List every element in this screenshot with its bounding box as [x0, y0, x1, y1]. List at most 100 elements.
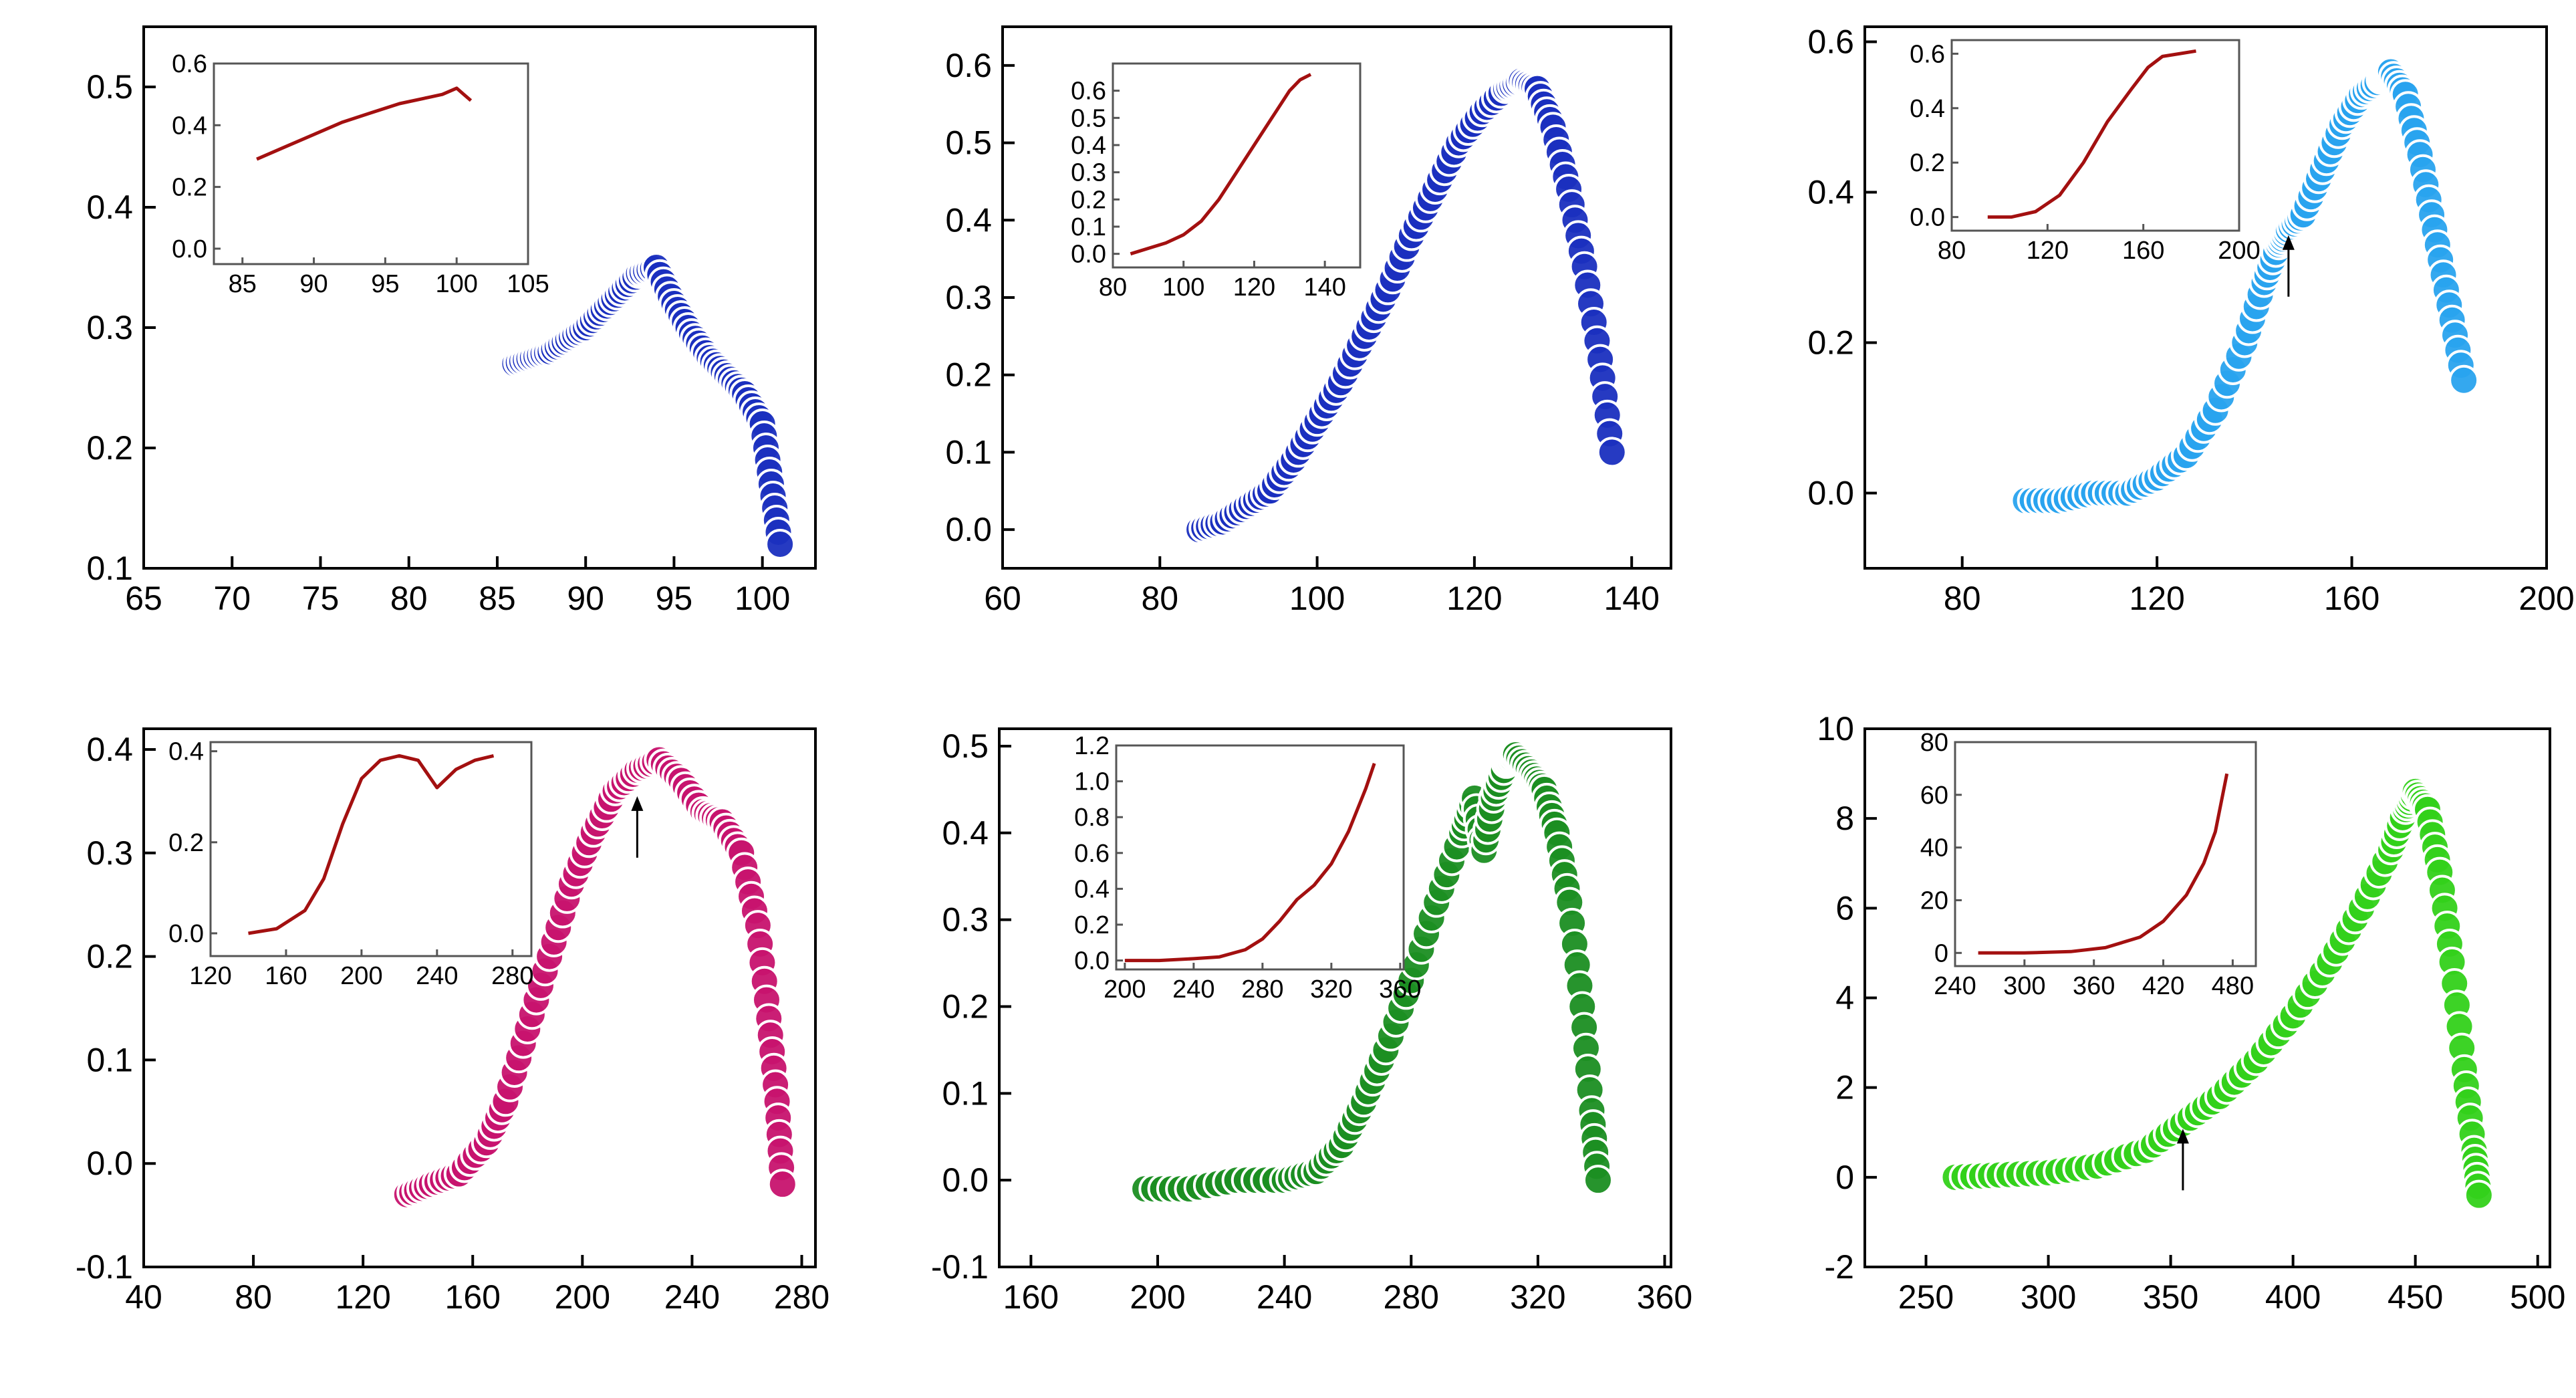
- inset-x-tick-label: 320: [1310, 975, 1352, 1004]
- inset-x-tick-label: 80: [1938, 237, 1966, 265]
- inset-x-tick-label: 240: [1934, 972, 1976, 1000]
- y-tick-label: 0.1: [945, 433, 992, 471]
- data-point: [2463, 1179, 2494, 1211]
- y-tick-label: 0.1: [942, 1074, 989, 1112]
- data-series-markers: [391, 744, 798, 1210]
- y-tick-label: 0.3: [942, 901, 989, 939]
- inset-y-tick-label: 0.0: [172, 235, 207, 263]
- x-tick-label: 200: [1130, 1278, 1185, 1316]
- y-tick-label: 0.4: [942, 814, 989, 852]
- x-tick-label: 80: [235, 1278, 272, 1316]
- inset-chart: 80 120 160 200 0.0 0.2 0.4 0.6: [1910, 39, 2261, 265]
- inset-x-tick-label: 160: [2122, 237, 2164, 265]
- x-tick-label: 320: [1510, 1278, 1565, 1316]
- inset-y-tick-label: 0.1: [1071, 213, 1106, 241]
- inset-x-tick-label: 90: [299, 270, 328, 298]
- inset-x-tick-label: 85: [229, 270, 257, 298]
- y-tick-label: 2: [1835, 1069, 1854, 1106]
- inset-x-tick-label: 300: [2003, 972, 2045, 1000]
- data-point: [767, 1169, 798, 1200]
- inset-y-tick-label: 0.2: [1910, 149, 1945, 177]
- data-point: [2448, 364, 2480, 396]
- y-tick-label: 0.2: [86, 429, 133, 467]
- inset-y-tick-label: 0: [1934, 939, 1948, 967]
- inset-y-tick-label: 0.8: [1074, 804, 1110, 832]
- inset-y-tick-label: 0.2: [172, 174, 207, 202]
- inset-frame: [1112, 62, 1362, 269]
- y-tick-label: 0.2: [1807, 324, 1854, 362]
- y-tick-label: 0.0: [1807, 475, 1854, 512]
- inset-x-tick-label: 200: [2218, 237, 2260, 265]
- y-tick-label: 0.2: [86, 938, 133, 975]
- y-tick-label: 0: [1835, 1159, 1854, 1196]
- inset-data-line: [1987, 49, 2196, 219]
- x-tick-label: 100: [1289, 580, 1345, 617]
- inset-chart: 120 160 200 240 280 0.0 0.2 0.4: [168, 738, 533, 990]
- inset-x-tick-label: 100: [435, 270, 477, 298]
- inset-data-line: [256, 86, 473, 161]
- inset-chart: 240 300 360 420 480 0 20 40 60 80: [1920, 729, 2257, 1000]
- y-tick-label: 0.6: [945, 47, 992, 84]
- data-point: [1582, 1165, 1614, 1196]
- data-point: [1596, 437, 1628, 468]
- x-tick-label: 75: [302, 580, 340, 617]
- data-series-markers: [1130, 739, 1614, 1205]
- inset-y-tick-label: 1.0: [1074, 768, 1110, 796]
- x-tick-label: 200: [555, 1278, 610, 1316]
- inset-y-tick-label: 0.0: [1074, 947, 1110, 975]
- inset-y-tick-label: 0.6: [1071, 78, 1106, 106]
- inset-x-tick-label: 200: [340, 962, 382, 990]
- inset-y-tick-label: 0.0: [1071, 241, 1106, 269]
- y-tick-label: 0.0: [942, 1161, 989, 1199]
- inset-frame: [213, 62, 529, 265]
- x-tick-label: 140: [1603, 580, 1659, 617]
- inset-y-tick-label: 0.2: [1074, 911, 1110, 939]
- y-tick-label: 8: [1835, 800, 1854, 837]
- inset-y-tick-label: 0.6: [172, 50, 207, 78]
- inset-x-tick-label: 240: [416, 962, 458, 990]
- inset-y-tick-label: 1.2: [1074, 732, 1110, 760]
- inset-x-tick-label: 105: [507, 270, 549, 298]
- x-tick-label: 160: [445, 1278, 501, 1316]
- inset-data-line: [248, 753, 495, 935]
- y-tick-label: 0.3: [945, 279, 992, 316]
- plot-frame: [1863, 25, 2548, 570]
- x-tick-label: 500: [2510, 1278, 2565, 1316]
- inset-frame: [1954, 741, 2257, 967]
- inset-y-tick-label: 20: [1920, 887, 1948, 915]
- x-tick-label: 70: [213, 580, 251, 617]
- y-tick-label: 0.5: [86, 68, 133, 106]
- inset-x-tick-label: 140: [1303, 273, 1345, 302]
- x-tick-label: 280: [774, 1278, 829, 1316]
- inset-data-line: [1130, 73, 1312, 256]
- inset-x-tick-label: 100: [1162, 273, 1204, 302]
- annotation-arrowhead: [2176, 1129, 2189, 1144]
- inset-y-tick-label: 60: [1920, 782, 1948, 810]
- y-tick-label: -2: [1825, 1248, 1854, 1286]
- x-tick-label: 450: [2388, 1278, 2443, 1316]
- inset-x-tick-label: 95: [371, 270, 399, 298]
- inset-y-tick-label: 0.6: [1910, 40, 1945, 68]
- inset-y-tick-label: 0.4: [172, 112, 207, 140]
- inset-y-tick-label: 0.4: [168, 738, 204, 766]
- inset-frame: [209, 741, 533, 957]
- x-tick-label: 160: [1003, 1278, 1059, 1316]
- x-tick-label: 240: [1257, 1278, 1312, 1316]
- annotation-arrowhead: [631, 796, 644, 811]
- inset-data-line: [1978, 773, 2229, 955]
- y-tick-label: 0.4: [1807, 174, 1854, 211]
- y-tick-label: -0.1: [76, 1248, 133, 1286]
- y-tick-label: 4: [1835, 979, 1854, 1017]
- inset-chart: 80 100 120 140 0.00.10.20.30.40.50.6: [1071, 62, 1362, 302]
- x-tick-label: 240: [664, 1278, 720, 1316]
- inset-y-tick-label: 0.4: [1071, 132, 1106, 160]
- y-tick-label: 0.4: [86, 731, 133, 768]
- inset-frame: [1950, 39, 2240, 232]
- chart-panel-5: 160 200 240 280 320 360 -0.1 0.0 0.1 0.2 0.3 0.4 0.5…: [931, 727, 1692, 1316]
- data-series-markers: [1184, 66, 1628, 546]
- data-series-markers: [1940, 776, 2494, 1211]
- x-tick-label: 200: [2519, 580, 2574, 617]
- inset-x-tick-label: 360: [1379, 975, 1421, 1004]
